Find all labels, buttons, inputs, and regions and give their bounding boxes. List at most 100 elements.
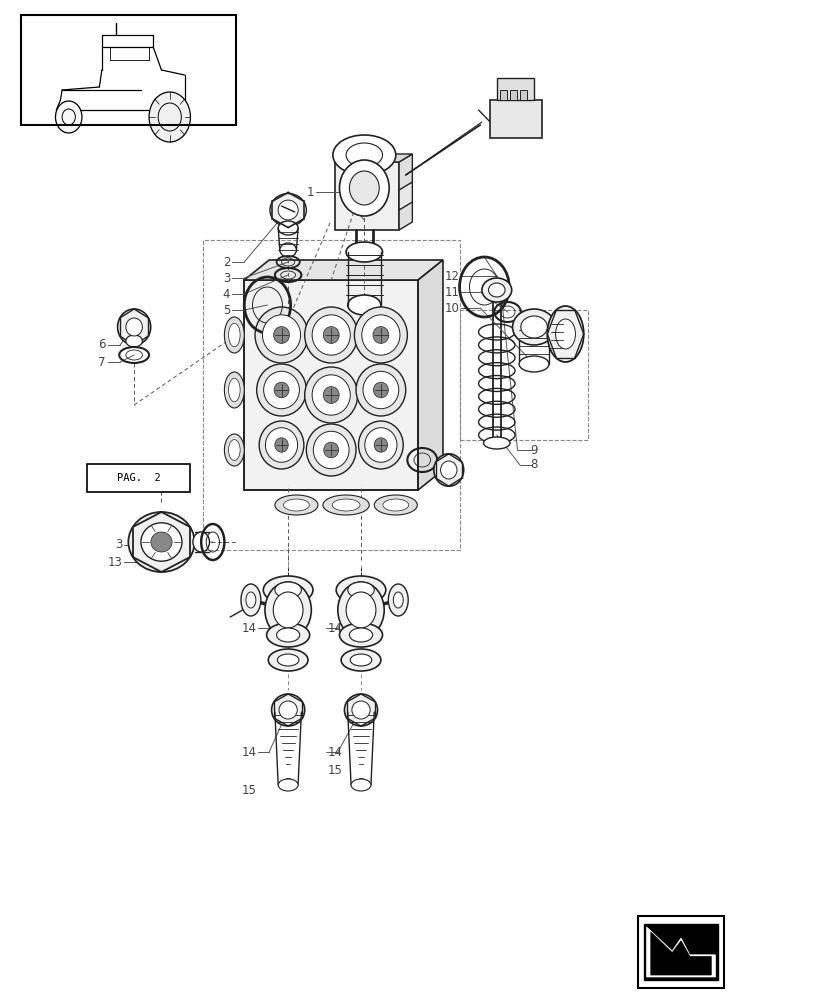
Ellipse shape [255, 307, 308, 363]
Text: 14: 14 [327, 746, 342, 758]
Text: 14: 14 [327, 621, 342, 635]
Text: 7: 7 [98, 356, 106, 368]
Ellipse shape [158, 103, 181, 131]
Polygon shape [335, 154, 412, 162]
Ellipse shape [263, 576, 313, 604]
Ellipse shape [224, 317, 244, 353]
Ellipse shape [277, 654, 299, 666]
Text: 11: 11 [444, 286, 459, 298]
Ellipse shape [323, 442, 338, 458]
Ellipse shape [126, 318, 142, 336]
Ellipse shape [128, 512, 194, 572]
Ellipse shape [280, 243, 296, 257]
Ellipse shape [270, 194, 306, 227]
Ellipse shape [374, 438, 387, 452]
Ellipse shape [354, 307, 407, 363]
Ellipse shape [337, 582, 384, 638]
Ellipse shape [362, 371, 399, 409]
Ellipse shape [265, 582, 311, 638]
Polygon shape [335, 162, 399, 230]
Ellipse shape [339, 160, 389, 216]
Ellipse shape [336, 576, 385, 604]
Ellipse shape [279, 701, 297, 719]
Polygon shape [650, 932, 710, 975]
Ellipse shape [62, 109, 75, 125]
Ellipse shape [275, 438, 288, 452]
Ellipse shape [313, 431, 349, 469]
Text: 14: 14 [241, 621, 256, 635]
Bar [21, 15, 236, 125]
Ellipse shape [374, 495, 417, 515]
Ellipse shape [393, 592, 403, 608]
Ellipse shape [372, 327, 389, 343]
Ellipse shape [275, 495, 318, 515]
Ellipse shape [283, 499, 309, 511]
Ellipse shape [344, 694, 377, 726]
Ellipse shape [349, 628, 372, 642]
Ellipse shape [519, 356, 548, 372]
Text: 9: 9 [529, 444, 537, 456]
Ellipse shape [306, 424, 356, 476]
Ellipse shape [555, 319, 575, 349]
Ellipse shape [126, 335, 142, 347]
Ellipse shape [440, 461, 457, 479]
Ellipse shape [488, 283, 504, 297]
Text: 4: 4 [222, 288, 230, 300]
Polygon shape [646, 927, 715, 977]
Ellipse shape [117, 309, 151, 345]
Ellipse shape [151, 532, 172, 552]
Ellipse shape [388, 584, 408, 616]
Bar [87, 464, 190, 492]
Text: 8: 8 [529, 458, 537, 472]
Text: 15: 15 [241, 784, 256, 796]
Polygon shape [643, 924, 717, 980]
Ellipse shape [55, 101, 82, 133]
Text: 1: 1 [307, 186, 314, 198]
Ellipse shape [361, 315, 399, 355]
Ellipse shape [273, 592, 303, 628]
Polygon shape [244, 260, 442, 280]
Ellipse shape [323, 327, 339, 343]
Text: 15: 15 [327, 764, 342, 776]
Ellipse shape [512, 309, 555, 345]
Bar [500, 90, 506, 100]
Ellipse shape [228, 378, 240, 402]
Ellipse shape [323, 387, 339, 403]
Ellipse shape [141, 523, 182, 561]
Bar [509, 90, 516, 100]
Ellipse shape [278, 779, 298, 791]
Text: 12: 12 [444, 269, 459, 282]
Bar [519, 90, 526, 100]
Ellipse shape [433, 454, 463, 486]
Ellipse shape [228, 440, 240, 460]
Ellipse shape [312, 375, 350, 415]
Text: 6: 6 [98, 338, 106, 352]
Ellipse shape [351, 779, 370, 791]
Ellipse shape [356, 364, 405, 416]
Ellipse shape [224, 372, 244, 408]
Ellipse shape [351, 701, 370, 719]
Ellipse shape [273, 327, 289, 343]
Text: 13: 13 [108, 556, 122, 568]
Ellipse shape [347, 295, 380, 315]
Text: 14: 14 [241, 746, 256, 758]
Ellipse shape [520, 316, 547, 338]
Text: 10: 10 [444, 302, 459, 314]
Text: 3: 3 [115, 538, 122, 552]
Text: 2: 2 [222, 255, 230, 268]
Ellipse shape [241, 584, 261, 616]
Bar [496, 78, 533, 100]
Ellipse shape [483, 437, 509, 449]
Ellipse shape [246, 592, 256, 608]
Polygon shape [244, 280, 418, 490]
Ellipse shape [365, 428, 396, 462]
Bar [490, 100, 541, 138]
Bar [637, 916, 724, 988]
Ellipse shape [373, 382, 388, 398]
Polygon shape [418, 260, 442, 490]
Ellipse shape [266, 623, 309, 647]
Ellipse shape [278, 200, 298, 220]
Ellipse shape [259, 421, 304, 469]
Ellipse shape [262, 315, 300, 355]
Text: 5: 5 [222, 304, 230, 316]
